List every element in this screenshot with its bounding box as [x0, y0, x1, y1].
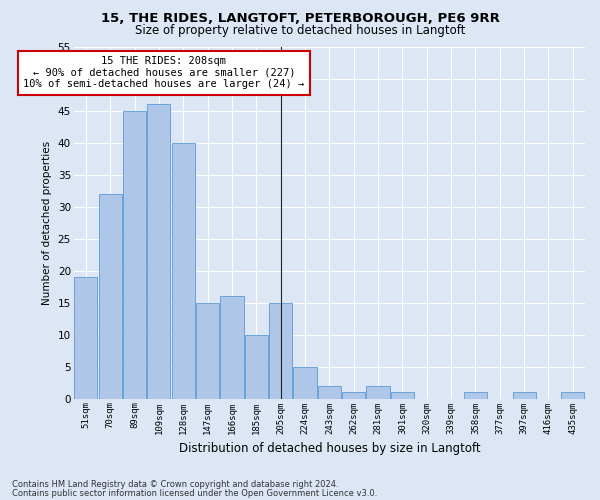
X-axis label: Distribution of detached houses by size in Langtoft: Distribution of detached houses by size … [179, 442, 480, 455]
Text: 15, THE RIDES, LANGTOFT, PETERBOROUGH, PE6 9RR: 15, THE RIDES, LANGTOFT, PETERBOROUGH, P… [101, 12, 499, 26]
Bar [98, 194, 122, 398]
Text: Contains public sector information licensed under the Open Government Licence v3: Contains public sector information licen… [12, 488, 377, 498]
Bar [367, 386, 389, 398]
Bar [293, 366, 317, 398]
Bar [318, 386, 341, 398]
Bar [561, 392, 584, 398]
Text: Contains HM Land Registry data © Crown copyright and database right 2024.: Contains HM Land Registry data © Crown c… [12, 480, 338, 489]
Bar [123, 110, 146, 399]
Bar [220, 296, 244, 398]
Bar [464, 392, 487, 398]
Text: Size of property relative to detached houses in Langtoft: Size of property relative to detached ho… [135, 24, 465, 37]
Bar [512, 392, 536, 398]
Bar [342, 392, 365, 398]
Text: 15 THE RIDES: 208sqm
← 90% of detached houses are smaller (227)
10% of semi-deta: 15 THE RIDES: 208sqm ← 90% of detached h… [23, 56, 304, 90]
Bar [196, 302, 219, 398]
Bar [391, 392, 414, 398]
Bar [74, 277, 97, 398]
Bar [148, 104, 170, 399]
Y-axis label: Number of detached properties: Number of detached properties [42, 140, 52, 304]
Bar [245, 334, 268, 398]
Bar [172, 142, 195, 398]
Bar [269, 302, 292, 398]
